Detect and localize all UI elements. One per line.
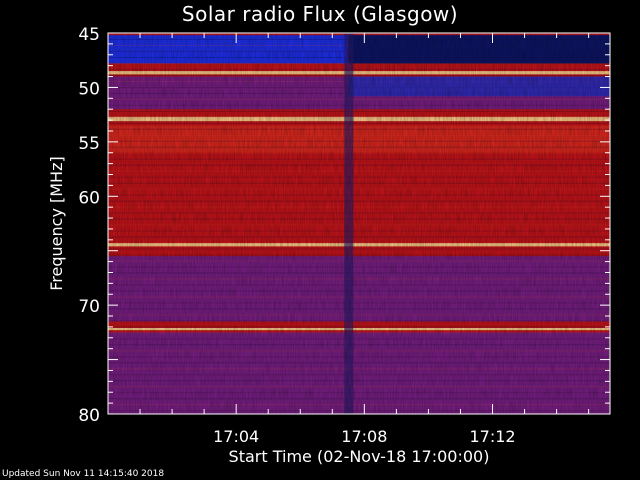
y-tick-label: 55 [78,134,100,154]
x-tick-label: 17:08 [341,427,387,446]
plot-area [108,33,610,414]
heatmap-noise [108,33,610,414]
x-tick-label: 17:04 [213,427,259,446]
updated-timestamp: Updated Sun Nov 11 14:15:40 2018 [2,469,165,479]
y-tick-label: 80 [78,406,100,426]
x-tick-label: 17:12 [469,427,515,446]
y-tick-label: 45 [78,25,100,45]
plot-frame [107,32,611,415]
y-tick-label: 70 [78,297,100,317]
y-tick-label: 50 [78,79,100,99]
x-axis-title: Start Time (02-Nov-18 17:00:00) [229,447,490,466]
chart-title: Solar radio Flux (Glasgow) [181,2,459,26]
y-tick-label: 60 [78,188,100,208]
y-axis-title: Frequency [MHz] [47,156,66,290]
